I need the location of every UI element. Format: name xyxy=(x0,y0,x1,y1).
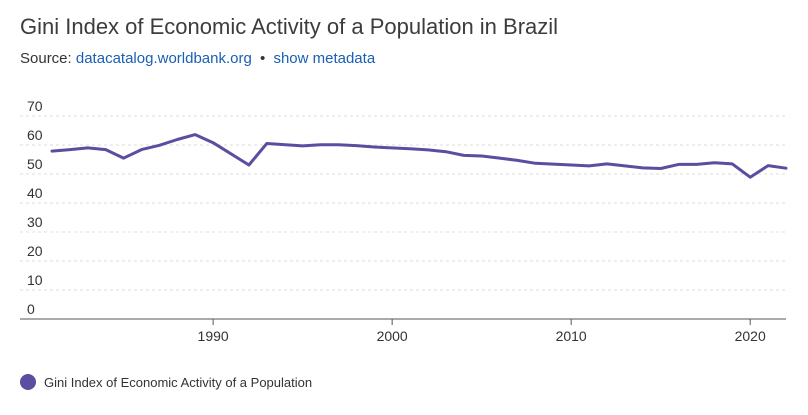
y-tick-label: 20 xyxy=(27,243,43,259)
source-line: Source: datacatalog.worldbank.org • show… xyxy=(20,50,375,67)
y-tick-label: 0 xyxy=(27,301,35,317)
legend-label: Gini Index of Economic Activity of a Pop… xyxy=(44,374,313,390)
x-axis-ticks: 1990 2000 2010 2020 xyxy=(198,319,766,344)
x-tick-label: 2020 xyxy=(735,328,766,344)
series-line[interactable] xyxy=(50,133,788,179)
y-tick-label: 30 xyxy=(27,214,43,230)
source-prefix: Source: xyxy=(20,50,72,67)
y-tick-label: 50 xyxy=(27,156,43,172)
chart-title: Gini Index of Economic Activity of a Pop… xyxy=(20,14,559,39)
x-tick-label: 1990 xyxy=(198,328,229,344)
y-tick-label: 40 xyxy=(27,185,43,201)
y-axis-ticks: 0 10 20 30 40 50 60 70 xyxy=(27,98,43,317)
x-tick-label: 2000 xyxy=(377,328,408,344)
show-metadata-link[interactable]: show metadata xyxy=(273,50,376,67)
y-tick-label: 60 xyxy=(27,127,43,143)
y-tick-label: 10 xyxy=(27,272,43,288)
grid-lines xyxy=(20,115,786,291)
legend[interactable]: Gini Index of Economic Activity of a Pop… xyxy=(20,374,312,390)
y-tick-label: 70 xyxy=(27,98,43,114)
separator-dot: • xyxy=(260,50,266,67)
legend-swatch-icon xyxy=(20,374,36,390)
x-tick-label: 2010 xyxy=(556,328,587,344)
source-link[interactable]: datacatalog.worldbank.org xyxy=(75,50,252,67)
